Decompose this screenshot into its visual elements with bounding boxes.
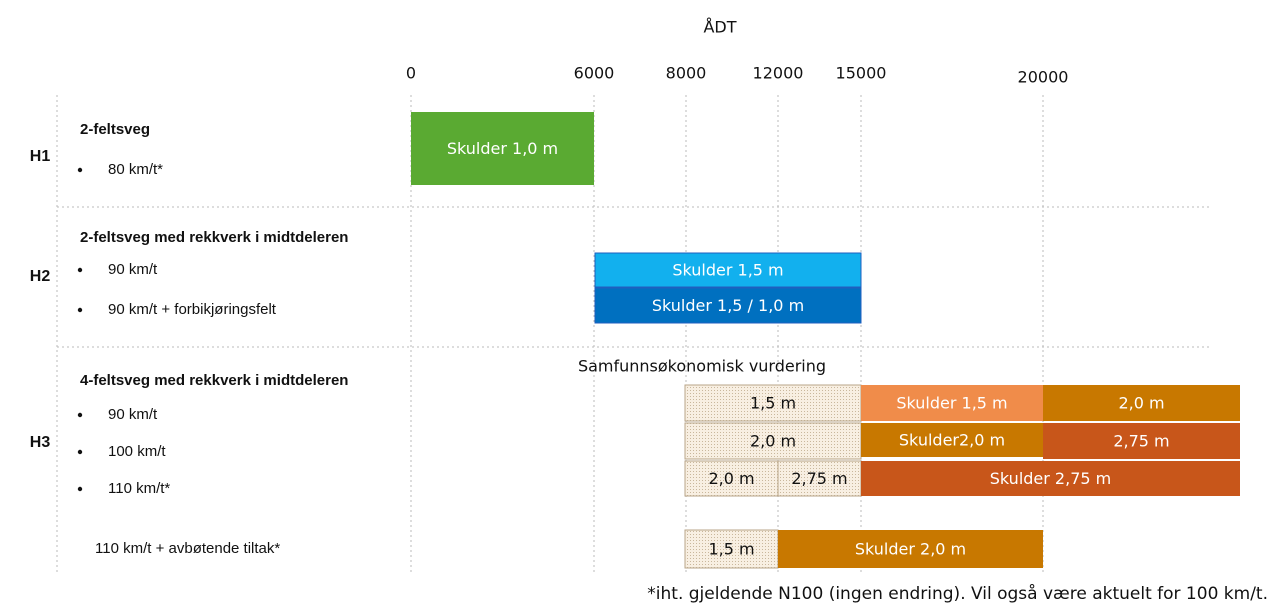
tick-label: 6000 — [574, 64, 615, 83]
row-title: 2-feltsveg — [80, 121, 150, 138]
box-label: 2,0 m — [708, 469, 754, 488]
box — [861, 461, 1240, 496]
tick-label: 0 — [406, 64, 416, 83]
box — [1043, 423, 1240, 459]
box-label: 2,75 m — [1113, 432, 1169, 451]
box — [777, 460, 862, 497]
box-label: 1,5 m — [750, 394, 796, 413]
tick-label: 8000 — [666, 64, 707, 83]
box — [778, 530, 1043, 568]
row-title: 2-feltsveg med rekkverk i midtdeleren — [80, 229, 348, 246]
bullet — [77, 167, 83, 173]
row-label: H1 — [30, 148, 51, 165]
row-item: 110 km/t* — [108, 480, 170, 497]
box — [594, 252, 862, 288]
box — [594, 287, 862, 324]
box — [1043, 385, 1240, 421]
guides — [56, 95, 1210, 575]
tick-label: 15000 — [836, 64, 887, 83]
box — [684, 384, 862, 422]
box — [411, 112, 594, 185]
box-label: Skulder 1,0 m — [447, 139, 558, 158]
footnote: *iht. gjeldende N100 (ingen endring). Vi… — [647, 583, 1268, 604]
row-item: 90 km/t — [108, 406, 158, 423]
row-item: 100 km/t — [108, 443, 166, 460]
bullet — [77, 267, 83, 273]
box — [684, 422, 862, 460]
box — [861, 423, 1043, 457]
row-label: H2 — [30, 268, 51, 285]
box-label: Skulder 1,5 m — [672, 261, 783, 280]
row-item: 90 km/t + forbikjøringsfelt — [108, 301, 277, 318]
annotation: Samfunnsøkonomisk vurdering — [578, 357, 826, 376]
box-label: Skulder 1,5 / 1,0 m — [652, 296, 804, 315]
box — [684, 460, 779, 497]
box — [861, 385, 1043, 421]
box-label: Skulder2,0 m — [899, 431, 1005, 450]
box-label: 2,0 m — [1118, 394, 1164, 413]
row-title: 4-feltsveg med rekkverk i midtdeleren — [80, 372, 348, 389]
bullet — [77, 412, 83, 418]
box-label: Skulder 2,0 m — [855, 540, 966, 559]
box-label: Skulder 2,75 m — [990, 469, 1111, 488]
box-label: 2,75 m — [791, 469, 847, 488]
box-label: 1,5 m — [708, 540, 754, 559]
row-label: H3 — [30, 434, 51, 451]
tick-label: 20000 — [1018, 68, 1069, 87]
bullet — [77, 486, 83, 492]
axis-title: ÅDT — [703, 18, 736, 37]
row-item: 80 km/t* — [108, 161, 163, 178]
row-extra: 110 km/t + avbøtende tiltak* — [95, 540, 280, 557]
box — [684, 529, 779, 569]
bullet — [77, 449, 83, 455]
tick-label: 12000 — [753, 64, 804, 83]
row-item: 90 km/t — [108, 261, 158, 278]
bullet — [77, 307, 83, 313]
box-label: Skulder 1,5 m — [896, 394, 1007, 413]
box-label: 2,0 m — [750, 432, 796, 451]
